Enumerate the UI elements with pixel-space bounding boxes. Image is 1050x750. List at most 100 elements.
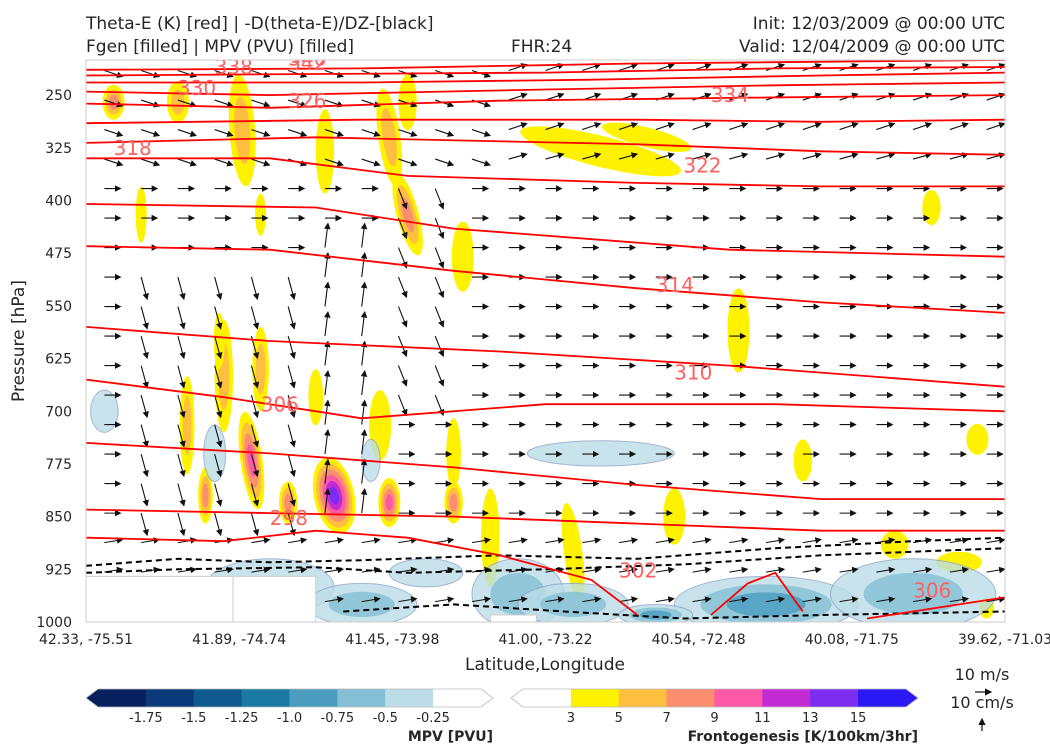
- wind-vector: [765, 596, 786, 603]
- wind-vector: [251, 158, 271, 167]
- wind-vector: [839, 537, 859, 544]
- wind-vector: [618, 122, 639, 131]
- wind-vector: [177, 306, 186, 330]
- y-tick-label: 250: [45, 88, 72, 104]
- wind-vector: [360, 399, 368, 425]
- wind-vector: [288, 537, 308, 544]
- wind-vector: [287, 483, 296, 507]
- wind-vector: [839, 596, 859, 603]
- wind-vector: [140, 276, 149, 301]
- x-tick-label: 39.62, -71.03: [958, 632, 1050, 648]
- wind-key-horizontal: 10 m/s: [955, 665, 1010, 684]
- colorbar-segment: [337, 689, 386, 707]
- valid-time: Valid: 12/04/2009 @ 00:00 UTC: [739, 37, 1005, 57]
- theta-e-contour: [86, 203, 1005, 258]
- wind-vector: [360, 370, 368, 396]
- wind-vector: [323, 429, 331, 455]
- wind-vector: [986, 122, 1005, 131]
- y-tick-label: 1000: [36, 615, 72, 631]
- y-tick-label: 475: [45, 246, 72, 262]
- wind-vector: [655, 566, 675, 574]
- wind-vector: [618, 596, 639, 603]
- wind-vector: [398, 158, 418, 167]
- colorbar-segment: [570, 689, 620, 707]
- theta-e-contour: [86, 442, 1005, 500]
- theta-e-label: 298: [270, 506, 308, 530]
- colorbar-tick-label: 15: [850, 711, 867, 726]
- wind-vector: [765, 566, 786, 574]
- frontogenesis-patch: [398, 74, 417, 131]
- wind-vector: [360, 488, 368, 514]
- colorbar-tick-label: 9: [710, 711, 718, 726]
- theta-e-label: 306: [261, 392, 299, 416]
- x-tick-label: 40.08, -71.75: [805, 632, 899, 648]
- theta-e-contour: [866, 596, 1005, 620]
- wind-vector: [986, 566, 1005, 574]
- theta-e-contour: [86, 71, 1005, 84]
- x-tick-label: 41.00, -73.22: [498, 632, 592, 648]
- wind-vector: [361, 537, 381, 544]
- wind-vector: [582, 152, 602, 160]
- wind-vector: [398, 129, 418, 137]
- frontogenesis-patch: [922, 189, 941, 226]
- colorbar-segment: [193, 689, 243, 707]
- x-axis-ticks: 42.33, -75.51 41.89, -74.74 41.45, -73.98 4…: [39, 632, 1050, 648]
- wind-vector: [251, 129, 271, 137]
- frontogenesis-patch: [880, 530, 909, 559]
- wind-vector: [177, 365, 186, 389]
- wind-vector: [177, 394, 186, 419]
- wind-vector: [545, 537, 565, 544]
- wind-vector: [323, 222, 331, 248]
- wind-vector: [360, 281, 368, 307]
- theta-e-contour: [86, 157, 1005, 188]
- colorbar-segment: [810, 689, 859, 707]
- wind-vector: [288, 99, 308, 108]
- frontogenesis-patch: [966, 423, 989, 455]
- wind-vector: [177, 99, 197, 108]
- wind-vector: [214, 335, 223, 360]
- wind-vector: [287, 306, 296, 330]
- y-tick-label: 550: [45, 299, 72, 315]
- y-tick-label: 925: [45, 562, 72, 578]
- colorbar-extend-high: [481, 689, 493, 707]
- wind-vector: [471, 129, 492, 137]
- colorbar-segment: [433, 689, 482, 707]
- wind-vector: [397, 188, 408, 210]
- wind-vector: [802, 152, 822, 160]
- wind-vector: [471, 537, 492, 544]
- colorbar-segment: [714, 689, 763, 707]
- wind-vector: [323, 458, 331, 484]
- wind-vector: [324, 129, 344, 137]
- theta-e-label: 346: [288, 47, 326, 71]
- wind-vector: [912, 122, 933, 131]
- colorbar-segment: [858, 689, 907, 707]
- wind-vector: [287, 365, 296, 389]
- frontogenesis-patch: [727, 288, 750, 373]
- colorbar-segment: [523, 689, 572, 707]
- wind-vector: [287, 453, 296, 478]
- theta-e-contour: [86, 81, 1005, 97]
- wind-vector: [913, 566, 933, 574]
- wind-vector: [802, 566, 822, 574]
- mpv-colorbar-title: MPV [PVU]: [408, 729, 493, 745]
- y-tick-label: 400: [45, 194, 72, 210]
- wind-vector: [288, 129, 308, 137]
- wind-vector: [177, 335, 186, 360]
- wind-vector: [360, 251, 368, 278]
- frontogenesis-patch: [182, 395, 192, 455]
- wind-vector: [250, 276, 260, 301]
- frontogenesis-patch: [135, 186, 147, 243]
- wind-vector: [250, 483, 260, 507]
- y-tick-label: 700: [45, 404, 72, 420]
- wind-vector: [949, 566, 969, 574]
- wind-vector: [397, 394, 408, 417]
- theta-e-contour: [86, 508, 1005, 532]
- wind-vector: [104, 537, 124, 544]
- stability-contour: [86, 547, 1005, 574]
- frontogenesis-patch: [108, 94, 119, 110]
- wind-vector: [876, 122, 896, 131]
- frontogenesis-patch: [315, 109, 335, 194]
- colorbar-tick-label: -0.75: [321, 711, 355, 726]
- wind-vector: [692, 566, 712, 574]
